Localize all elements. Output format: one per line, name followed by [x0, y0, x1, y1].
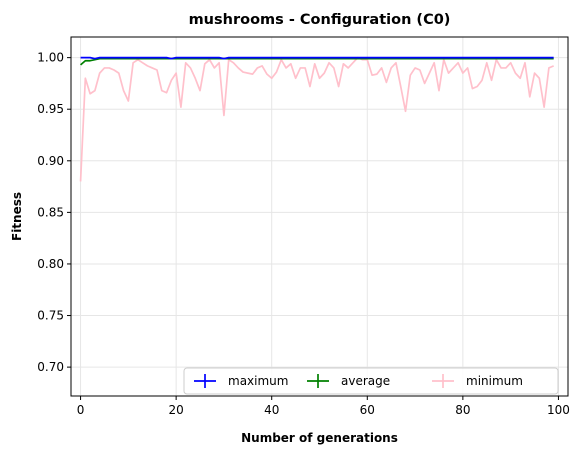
y-tick-label: 0.90: [37, 154, 64, 168]
series-line-maximum: [80, 56, 554, 60]
y-tick-label: 0.95: [37, 102, 64, 116]
x-tick-label: 20: [168, 403, 183, 417]
grid: [71, 37, 568, 396]
legend: maximum average minimum: [183, 367, 559, 395]
y-tick-label: 0.70: [37, 360, 64, 374]
axis-ticks: 0 20 40 60 80 100 0.70 0.75 0.80 0.85 0.90 0.95 1.00: [37, 51, 570, 417]
legend-label-minimum: minimum: [466, 374, 523, 388]
legend-label-average: average: [341, 374, 390, 388]
x-tick-label: 0: [77, 403, 85, 417]
x-tick-label: 100: [547, 403, 570, 417]
x-tick-label: 60: [360, 403, 375, 417]
y-tick-label: 0.75: [37, 309, 64, 323]
x-tick-label: 80: [455, 403, 470, 417]
plot-frame: [70, 36, 569, 397]
y-tick-label: 0.80: [37, 257, 64, 271]
y-tick-label: 1.00: [37, 51, 64, 65]
y-tick-label: 0.85: [37, 205, 64, 219]
x-tick-label: 40: [264, 403, 279, 417]
series-line-average: [80, 57, 554, 66]
chart-title: mushrooms - Configuration (C0): [189, 12, 451, 28]
series-lines: [79, 56, 554, 182]
x-axis-label: Number of generations: [241, 431, 398, 445]
series-line-minimum: [79, 56, 554, 182]
legend-box: [183, 367, 559, 395]
y-axis-label: Fitness: [10, 192, 24, 241]
legend-label-maximum: maximum: [228, 374, 288, 388]
